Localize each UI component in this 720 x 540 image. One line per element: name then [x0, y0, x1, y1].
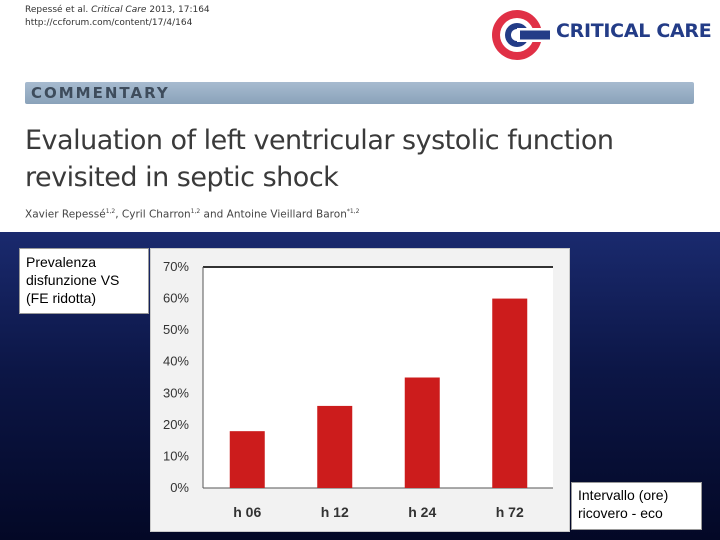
bar	[229, 431, 265, 488]
x-tick-label: h 24	[408, 504, 436, 520]
author-list: Xavier Repessé1,2, Cyril Charron1,2 and …	[25, 208, 359, 221]
author-1-affiliation: 1,2	[105, 208, 116, 215]
x-tick-label: h 12	[321, 504, 349, 520]
citation-year-volume: 2013, 17:164	[149, 5, 210, 15]
citation-url[interactable]: http://ccforum.com/content/17/4/164	[25, 18, 193, 28]
author-3-affiliation: *1,2	[346, 208, 360, 215]
citation-authors: Repessé et al.	[25, 5, 89, 15]
title-line-1: Evaluation of left ventricular systolic …	[25, 125, 614, 156]
article-title: Evaluation of left ventricular systolic …	[25, 122, 685, 196]
y-axis-caption-box: Prevalenza disfunzione VS (FE ridotta)	[19, 248, 149, 314]
author-3: and Antoine Vieillard Baron	[200, 208, 347, 221]
y-tick-label: 10%	[163, 448, 189, 463]
citation: Repessé et al. Critical Care 2013, 17:16…	[25, 4, 210, 30]
x-tick-label: h 72	[496, 504, 524, 520]
y-caption-line-3: (FE ridotta)	[26, 290, 97, 306]
journal-logo-text: CRITICAL CARE	[556, 20, 712, 42]
y-caption-line-2: disfunzione VS	[26, 272, 120, 288]
x-caption-line-2: ricovero - eco	[578, 505, 663, 521]
section-band: COMMENTARY	[25, 82, 694, 104]
y-caption-line-1: Prevalenza	[26, 254, 97, 270]
author-1: Xavier Repessé	[25, 208, 106, 221]
y-tick-label: 40%	[163, 354, 189, 369]
bar	[492, 298, 528, 488]
section-label: COMMENTARY	[31, 84, 170, 102]
author-2-affiliation: 1,2	[190, 208, 201, 215]
x-axis-caption-box: Intervallo (ore) ricovero - eco	[571, 482, 702, 530]
x-tick-label: h 06	[233, 504, 261, 520]
critical-care-logo-icon	[492, 10, 550, 60]
x-caption-line-1: Intervallo (ore)	[578, 487, 669, 503]
paper-header: Repessé et al. Critical Care 2013, 17:16…	[0, 0, 720, 232]
y-tick-label: 70%	[163, 259, 189, 274]
citation-line-1: Repessé et al. Critical Care 2013, 17:16…	[25, 4, 210, 17]
title-line-2: revisited in septic shock	[25, 162, 339, 193]
citation-journal: Critical Care	[91, 5, 147, 15]
y-tick-label: 30%	[163, 385, 189, 400]
author-2: , Cyril Charron	[115, 208, 191, 221]
bar-chart: 0% 10% 20% 30% 40% 50% 60% 70% h 06 h 12 h 24 h 72	[163, 259, 553, 520]
bar-chart-panel: 0% 10% 20% 30% 40% 50% 60% 70% h 06 h 12 h 24 h 72	[150, 248, 570, 532]
y-tick-label: 60%	[163, 291, 189, 306]
y-tick-label: 0%	[170, 480, 189, 495]
y-tick-label: 50%	[163, 322, 189, 337]
y-tick-label: 20%	[163, 417, 189, 432]
bar	[317, 405, 353, 488]
bar	[404, 377, 440, 488]
